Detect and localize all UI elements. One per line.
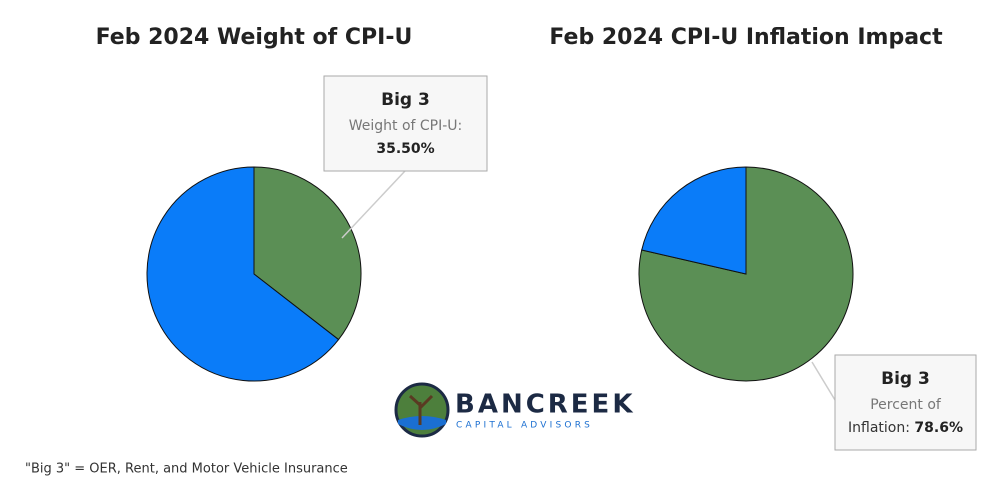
callout-title: Big 3	[881, 369, 930, 389]
callout-text: Percent of	[870, 397, 942, 413]
logo-tagline: CAPITAL ADVISORS	[456, 421, 593, 431]
footnote: "Big 3" = OER, Rent, and Motor Vehicle I…	[25, 462, 348, 477]
pie-slice	[253, 166, 362, 341]
logo-name: BANCREEK	[455, 390, 635, 420]
pie-slice	[641, 166, 747, 275]
leader-line	[811, 361, 836, 401]
callout-box	[323, 75, 488, 172]
pie-slice	[146, 166, 340, 382]
value-label: 35.50%	[376, 141, 434, 157]
leader-line	[341, 170, 406, 239]
chart-title: Feb 2024 Weight of CPI-U	[96, 25, 413, 50]
chart-title: Feb 2024 CPI-U Inflation Impact	[549, 25, 943, 50]
value-label: 78.6%	[914, 420, 963, 436]
pie-slice	[638, 166, 854, 382]
logo: BANCREEK CAPITAL ADVISORS	[394, 382, 635, 438]
callout-text: Weight of CPI-U:	[349, 118, 463, 134]
callout-label: Weight of CPI-U:	[349, 118, 463, 134]
callout-box	[834, 354, 977, 451]
callout-label: Inflation:	[848, 420, 910, 436]
callout-text: Inflation: 78.6%	[848, 420, 963, 436]
callout-title: Big 3	[381, 90, 430, 110]
callout-label: Percent of	[870, 397, 942, 413]
